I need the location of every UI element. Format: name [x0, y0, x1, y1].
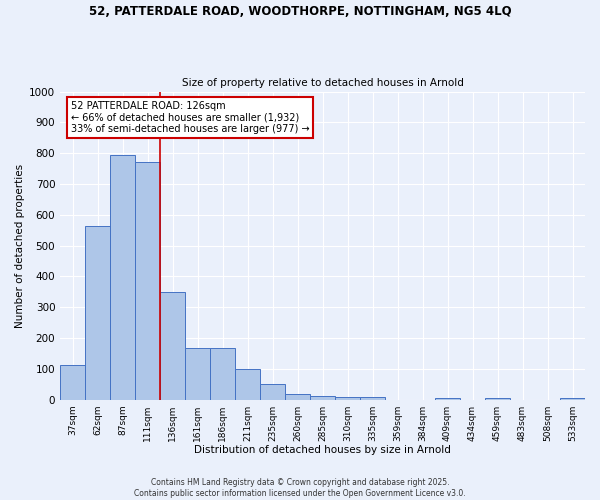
Bar — [435, 398, 460, 400]
Text: Contains HM Land Registry data © Crown copyright and database right 2025.
Contai: Contains HM Land Registry data © Crown c… — [134, 478, 466, 498]
Bar — [185, 348, 210, 400]
Bar — [260, 384, 285, 400]
Bar — [485, 398, 510, 400]
Bar — [110, 156, 135, 400]
Bar — [560, 398, 585, 400]
X-axis label: Distribution of detached houses by size in Arnold: Distribution of detached houses by size … — [194, 445, 451, 455]
Y-axis label: Number of detached properties: Number of detached properties — [15, 164, 25, 328]
Bar — [60, 365, 85, 400]
Bar — [160, 292, 185, 400]
Bar — [135, 162, 160, 400]
Bar — [310, 396, 335, 400]
Bar — [235, 370, 260, 400]
Bar — [85, 226, 110, 400]
Bar — [335, 396, 360, 400]
Title: Size of property relative to detached houses in Arnold: Size of property relative to detached ho… — [182, 78, 464, 88]
Bar — [360, 397, 385, 400]
Text: 52, PATTERDALE ROAD, WOODTHORPE, NOTTINGHAM, NG5 4LQ: 52, PATTERDALE ROAD, WOODTHORPE, NOTTING… — [89, 5, 511, 18]
Bar — [285, 394, 310, 400]
Bar — [210, 348, 235, 400]
Text: 52 PATTERDALE ROAD: 126sqm
← 66% of detached houses are smaller (1,932)
33% of s: 52 PATTERDALE ROAD: 126sqm ← 66% of deta… — [71, 101, 309, 134]
